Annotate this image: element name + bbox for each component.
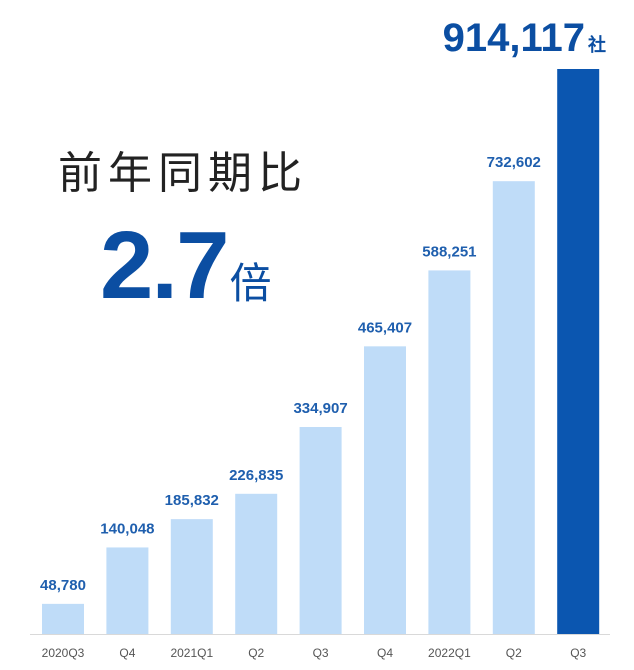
bar-6 (428, 270, 471, 634)
data-label: 732,602 (487, 154, 541, 171)
yoy-callout: 前年同期比 2.7倍 (58, 148, 308, 316)
data-label: 48,780 (40, 577, 86, 594)
data-label: 185,832 (165, 492, 219, 509)
x-tick-label: Q4 (119, 646, 135, 660)
data-label: 140,048 (100, 520, 154, 537)
bar-5 (364, 346, 406, 634)
data-label-unit: 社 (588, 34, 606, 56)
bar-3 (235, 493, 278, 634)
yoy-label: 前年同期比 (58, 148, 308, 199)
x-tick-label: Q3 (570, 646, 586, 660)
bar-2 (170, 519, 213, 634)
x-tick-label: 2022Q1 (428, 646, 471, 660)
bar-0 (42, 603, 84, 634)
data-label: 914,117 (443, 16, 585, 60)
bar-7 (492, 181, 535, 635)
bar-4 (299, 426, 342, 634)
x-tick-label: 2021Q1 (170, 646, 213, 660)
x-tick-label: Q2 (248, 646, 264, 660)
data-label: 588,251 (422, 243, 476, 260)
bar-8 (557, 69, 600, 634)
data-label: 226,835 (229, 467, 283, 484)
x-tick-label: Q3 (313, 646, 329, 660)
x-tick-label: Q4 (377, 646, 393, 660)
x-tick-label: Q2 (506, 646, 522, 660)
data-label: 334,907 (293, 400, 347, 417)
x-tick-label: 2020Q3 (42, 646, 85, 660)
yoy-value: 2.7 (100, 212, 229, 319)
bar-1 (106, 547, 149, 634)
data-label: 465,407 (358, 319, 412, 336)
yoy-unit: 倍 (229, 259, 272, 308)
